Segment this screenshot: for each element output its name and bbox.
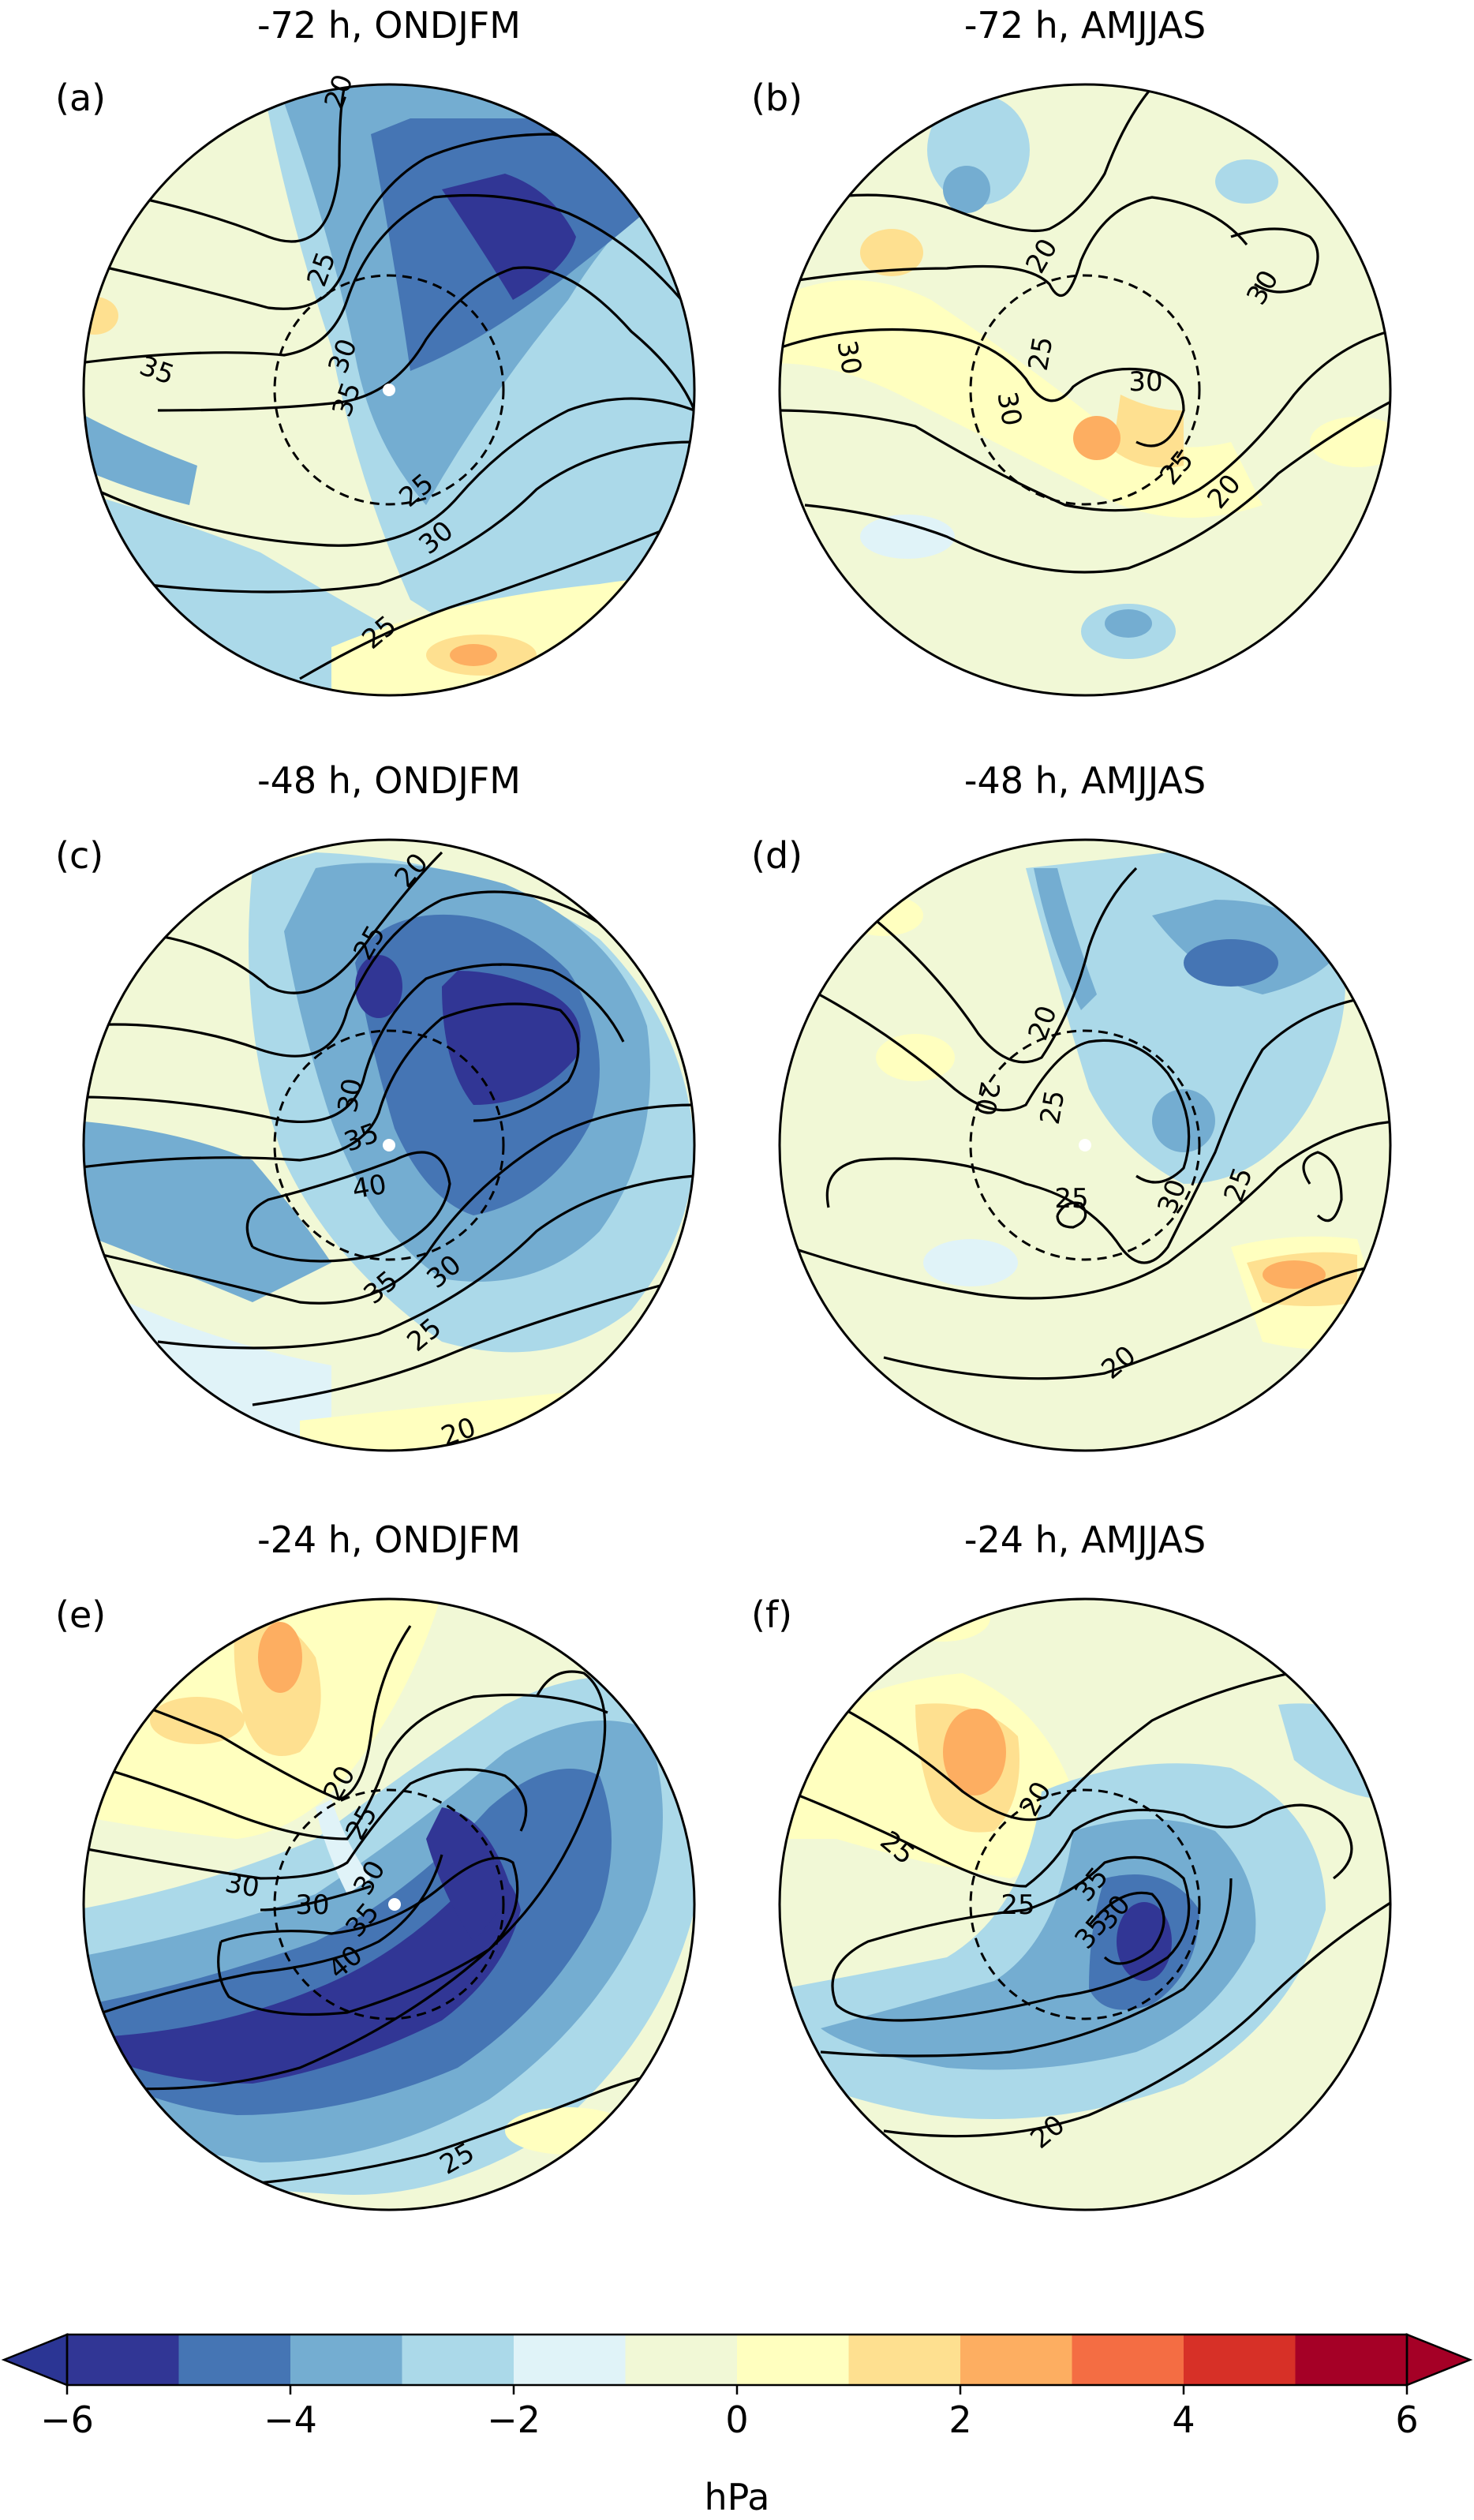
panel-a: -72 h, ONDJFM (a) 20 bbox=[55, 4, 696, 697]
contour-label: 30 bbox=[295, 1889, 329, 1921]
panel-letter: (c) bbox=[55, 834, 103, 877]
colorbar-tick-label: 0 bbox=[725, 2398, 748, 2441]
colorbar-tick-label: −4 bbox=[264, 2398, 317, 2441]
colorbar-bin bbox=[290, 2335, 403, 2385]
panel-d: -48 h, AMJJAS (d) 20 bbox=[751, 759, 1392, 1452]
anomaly-field bbox=[84, 840, 694, 1451]
reference-circle bbox=[273, 1788, 505, 2020]
panel-letter: (a) bbox=[55, 77, 106, 119]
panel-title: -72 h, AMJJAS bbox=[964, 4, 1206, 47]
reference-circle bbox=[969, 274, 1201, 506]
contour-label: 25 bbox=[1023, 334, 1060, 373]
panel-title: -72 h, ONDJFM bbox=[257, 4, 521, 47]
colorbar-tick-label: 2 bbox=[948, 2398, 971, 2441]
panel-letter: (d) bbox=[751, 834, 802, 877]
colorbar-bin bbox=[737, 2335, 850, 2385]
panel-outline bbox=[82, 838, 696, 1452]
cyclone-center-marker bbox=[388, 1898, 401, 1911]
cyclone-center-marker bbox=[1079, 1139, 1091, 1151]
panel-c: -48 h, ONDJFM (c) 20 25 30 bbox=[55, 759, 696, 1453]
reference-circle bbox=[969, 1029, 1201, 1261]
panel-outline bbox=[778, 838, 1392, 1452]
colorbar-tick-label: 4 bbox=[1172, 2398, 1195, 2441]
colorbar-bin bbox=[1072, 2335, 1184, 2385]
cyclone-center-marker bbox=[383, 1139, 395, 1151]
reference-circle bbox=[273, 274, 505, 506]
colorbar-bin bbox=[1184, 2335, 1296, 2385]
colorbar-min-extension bbox=[1, 2333, 69, 2387]
reference-circle bbox=[273, 1029, 505, 1261]
panel-outline bbox=[778, 83, 1392, 697]
panel-letter: (e) bbox=[55, 1593, 106, 1636]
colorbar-bin bbox=[1295, 2335, 1408, 2385]
colorbar-tick-label: 6 bbox=[1395, 2398, 1418, 2441]
panel-title: -48 h, AMJJAS bbox=[964, 759, 1206, 802]
anomaly-field bbox=[84, 1599, 694, 2210]
contour-label: 30 bbox=[1128, 366, 1162, 398]
colorbar-bin bbox=[625, 2335, 738, 2385]
colorbar-bin bbox=[960, 2335, 1073, 2385]
contour-label: 30 bbox=[332, 1076, 369, 1115]
panel-letter: (f) bbox=[751, 1593, 792, 1636]
colorbar-bin bbox=[67, 2335, 180, 2385]
colorbar-label: hPa bbox=[704, 2476, 769, 2518]
contour-lines bbox=[84, 1625, 694, 2188]
contour-lines bbox=[780, 84, 1390, 574]
panel-title: -24 h, ONDJFM bbox=[257, 1518, 521, 1561]
colorbar-bin bbox=[514, 2335, 627, 2385]
contour-label: 25 bbox=[1034, 1088, 1072, 1127]
colorbar-tick-label: −6 bbox=[40, 2398, 94, 2441]
contour-lines bbox=[788, 1664, 1390, 2138]
panel-f: -24 h, AMJJAS (f) 20 25 25 35 bbox=[751, 1518, 1392, 2211]
contour-label: 25 bbox=[1054, 1183, 1088, 1215]
contour-label: 30 bbox=[990, 389, 1027, 429]
colorbar: −6 −4 −2 0 2 4 6 hPa bbox=[1, 2333, 1473, 2518]
contour-label: 20 bbox=[968, 1079, 1005, 1118]
panel-title: -48 h, ONDJFM bbox=[257, 759, 521, 802]
cyclone-center-marker bbox=[383, 384, 395, 396]
panel-outline bbox=[778, 1597, 1392, 2211]
contour-label: 25 bbox=[1001, 1889, 1034, 1921]
anomaly-field bbox=[780, 1599, 1390, 2210]
contour-label: 40 bbox=[350, 1169, 389, 1206]
contour-lines bbox=[788, 867, 1390, 1380]
panel-b: -72 h, AMJJAS (b) 20 30 bbox=[751, 4, 1392, 697]
panel-outline bbox=[82, 83, 696, 697]
panel-e: -24 h, ONDJFM (e) 20 bbox=[55, 1518, 696, 2211]
colorbar-tick-label: −2 bbox=[487, 2398, 541, 2441]
contour-label: 30 bbox=[830, 338, 867, 377]
colorbar-bin bbox=[402, 2335, 514, 2385]
anomaly-field bbox=[84, 84, 694, 695]
panel-letter: (b) bbox=[751, 77, 802, 119]
anomaly-field bbox=[780, 84, 1390, 695]
reference-circle bbox=[969, 1788, 1201, 2020]
panel-title: -24 h, AMJJAS bbox=[964, 1518, 1206, 1561]
colorbar-bin bbox=[848, 2335, 961, 2385]
contour-label: 30 bbox=[223, 1867, 262, 1904]
colorbar-bin bbox=[178, 2335, 291, 2385]
panel-outline bbox=[82, 1597, 696, 2211]
colorbar-max-extension bbox=[1405, 2333, 1473, 2387]
